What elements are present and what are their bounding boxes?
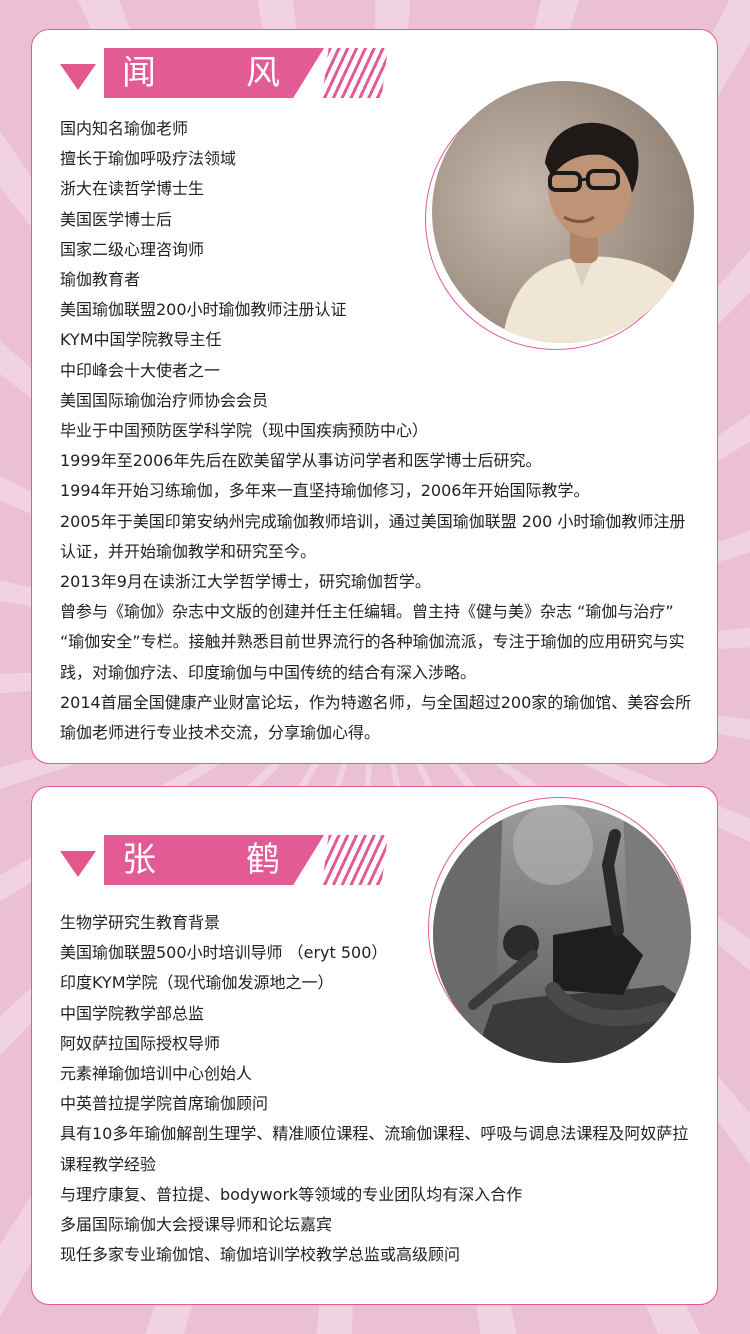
name-banner: 闻 风 (60, 48, 388, 98)
portrait-photo (433, 805, 691, 1063)
portrait-illustration (433, 805, 691, 1063)
bio-line: 2013年9月在读浙江大学哲学博士，研究瑜伽哲学。 (60, 572, 431, 592)
name-banner-bar (104, 835, 324, 885)
name-banner-bar (104, 48, 324, 98)
bio-line: 美国国际瑜伽治疗师协会会员 (60, 390, 269, 410)
bio-line: 国内知名瑜伽老师 (60, 119, 189, 138)
portrait-frame (425, 793, 697, 1075)
bio-line: 浙大在读哲学博士生 (60, 179, 205, 199)
triangle-down-icon (60, 64, 96, 90)
bio-line: 元素禅瑜伽培训中心创始人 (60, 1064, 253, 1084)
bio-line: KYM中国学院教导主任 (60, 330, 222, 350)
bio-line: 曾参与《瑜伽》杂志中文版的创建并任主任编辑。曾主持《健与美》杂志 “瑜伽与治疗”… (60, 602, 685, 682)
bio-line: 生物学研究生教育背景 (60, 913, 221, 932)
bio-line: 毕业于中国预防医学科学院（现中国疾病预防中心） (60, 421, 429, 441)
stripe-decoration (322, 48, 388, 98)
teacher-card-zhanghe: 张 鹤 (31, 786, 718, 1305)
bio-line: 国家二级心理咨询师 (60, 239, 205, 259)
bio-line: 具有10多年瑜伽解剖生理学、精准顺位课程、流瑜伽课程、呼吸与调息法课程及阿奴萨拉… (60, 1124, 689, 1174)
bio-line: 中国学院教学部总监 (60, 1003, 205, 1023)
bio-line: 中印峰会十大使者之一 (60, 360, 221, 380)
bio-line: 2014首届全国健康产业财富论坛，作为特邀名师，与全国超过200家的瑜伽馆、美容… (60, 692, 692, 743)
bio-line: 美国瑜伽联盟500小时培训导师 （eryt 500） (60, 943, 388, 963)
bio-line: 现任多家专业瑜伽馆、瑜伽培训学校教学总监或高级顾问 (60, 1245, 461, 1265)
bio-line: 瑜伽教育者 (60, 270, 141, 290)
bio-line: 阿奴萨拉国际授权导师 (60, 1033, 221, 1053)
portrait-illustration (432, 81, 694, 343)
bio-line: 美国医学博士后 (60, 209, 173, 229)
bio-line: 印度KYM学院（现代瑜伽发源地之一） (60, 973, 334, 993)
portrait-photo (432, 81, 694, 343)
bio-line: 2005年于美国印第安纳州完成瑜伽教师培训，通过美国瑜伽联盟 200 小时瑜伽教… (60, 511, 686, 561)
bio-line: 1994年开始习练瑜伽，多年来一直坚持瑜伽修习，2006年开始国际教学。 (60, 481, 590, 501)
bio-list: 国内知名瑜伽老师 擅长于瑜伽呼吸疗法领域 浙大在读哲学博士生 美国医学博士后 国… (60, 114, 700, 748)
bio-line: 多届国际瑜伽大会授课导师和论坛嘉宾 (60, 1215, 333, 1235)
teacher-card-wenfeng: 闻 风 (31, 29, 718, 764)
triangle-down-icon (60, 851, 96, 877)
teacher-name: 张 鹤 (122, 840, 308, 880)
bio-line: 1999年至2006年先后在欧美留学从事访问学者和医学博士后研究。 (60, 451, 542, 471)
bio-line: 与理疗康复、普拉提、bodywork等领域的专业团队均有深入合作 (60, 1184, 523, 1204)
bio-line: 擅长于瑜伽呼吸疗法领域 (60, 149, 237, 169)
bio-line: 中英普拉提学院首席瑜伽顾问 (60, 1094, 269, 1114)
bio-line: 美国瑜伽联盟200小时瑜伽教师注册认证 (60, 300, 347, 320)
teacher-name: 闻 风 (122, 53, 308, 93)
name-banner: 张 鹤 (60, 835, 388, 885)
bio-list: 生物学研究生教育背景 美国瑜伽联盟500小时培训导师 （eryt 500） 印度… (60, 908, 700, 1270)
portrait-frame (425, 78, 697, 358)
stripe-decoration (322, 835, 388, 885)
